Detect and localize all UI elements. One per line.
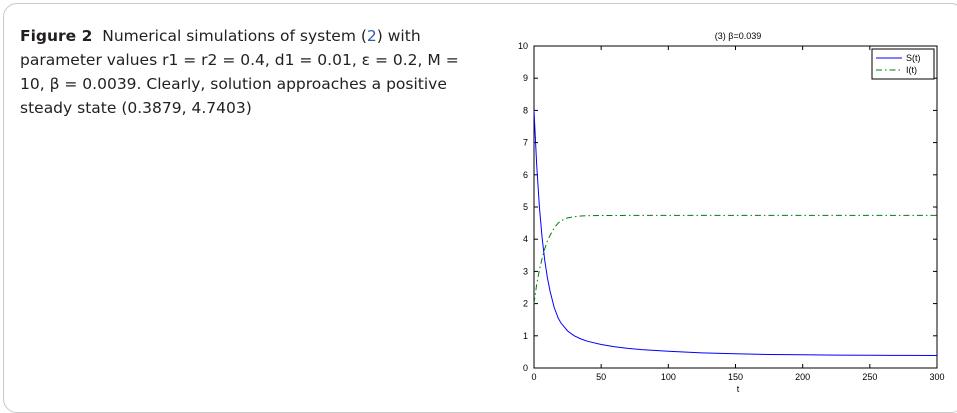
y-tick-label: 1 (523, 331, 528, 341)
y-tick-label: 0 (523, 363, 528, 373)
x-tick-label: 200 (795, 372, 810, 382)
x-tick-label: 50 (596, 372, 606, 382)
y-tick-label: 6 (523, 170, 528, 180)
x-tick-label: 100 (661, 372, 676, 382)
x-tick-label: 250 (862, 372, 877, 382)
caption-parameters: r1 = r2 = 0.4, d1 = 0.01, ε = 0.2, M = 1… (20, 51, 459, 93)
y-tick-label: 8 (523, 105, 528, 115)
y-tick-label: 3 (523, 266, 528, 276)
y-tick-label: 2 (523, 299, 528, 309)
caption-text-2: ) with parameter values (20, 27, 421, 69)
y-tick-label: 4 (523, 234, 528, 244)
series-line-0 (533, 110, 938, 356)
y-tick-label: 10 (518, 41, 528, 51)
figure-caption: Figure 2 Numerical simulations of system… (20, 24, 468, 120)
x-tick-label: 150 (728, 372, 743, 382)
y-tick-label: 5 (523, 202, 528, 212)
chart-title: (3) β=0.039 (715, 31, 761, 41)
legend-box (871, 48, 935, 80)
plot-area-border (533, 45, 938, 369)
caption-text-1: Numerical simulations of system ( (102, 27, 367, 45)
line-chart: (3) β=0.039 0 50 100 150 200 250 300 0 1 2 3 4 5 6 7 8 9… (518, 31, 945, 394)
legend-label: I(t) (906, 65, 917, 75)
y-tick-label: 7 (523, 138, 528, 148)
figure-label: Figure 2 (20, 27, 93, 45)
y-tick-label: 9 (523, 73, 528, 83)
equation-reference-link[interactable]: 2 (366, 27, 377, 45)
x-tick-label: 300 (929, 372, 944, 382)
legend-label: S(t) (906, 53, 921, 63)
caption-conclusion: Clearly, solution approaches a positive … (20, 75, 447, 117)
series-line-1 (533, 214, 937, 304)
x-axis-label: t (737, 384, 740, 394)
x-tick-label: 0 (531, 372, 536, 382)
